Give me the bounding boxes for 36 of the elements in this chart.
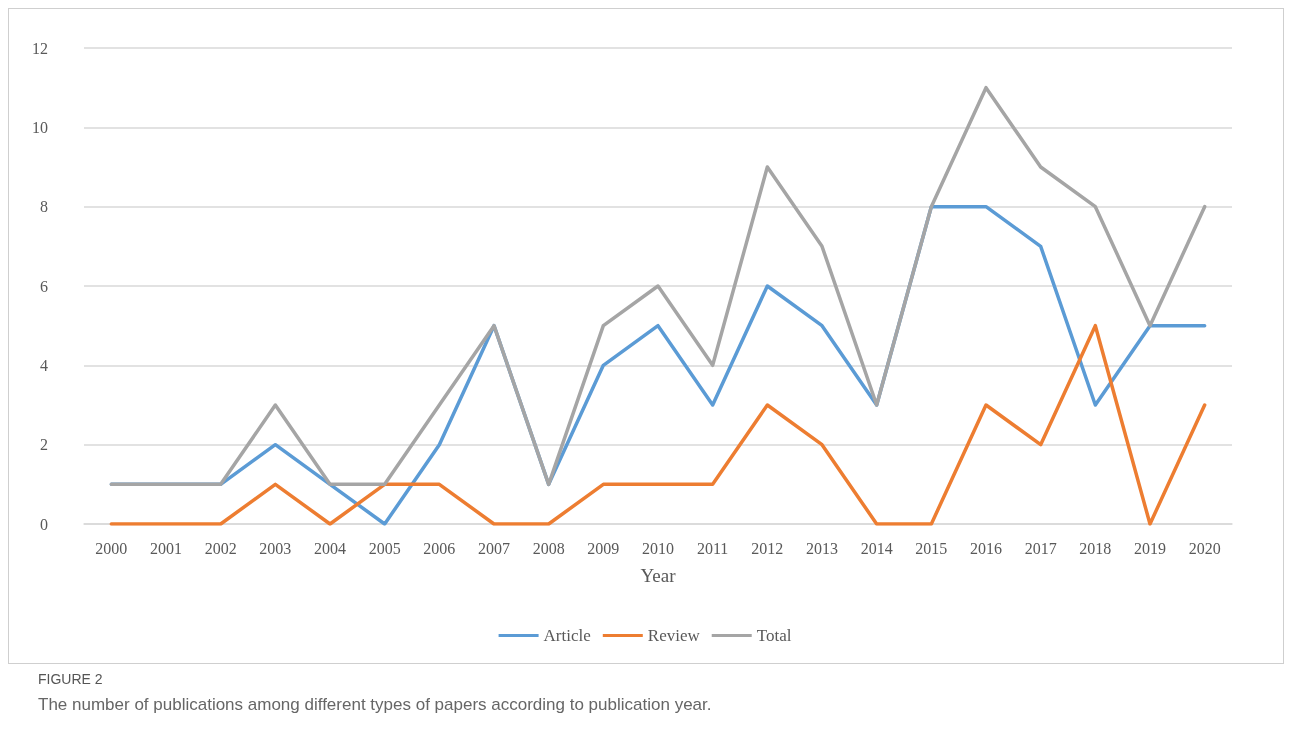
x-tick-label: 2010 — [642, 539, 674, 557]
x-tick-label: 2018 — [1079, 539, 1112, 557]
x-tick-label: 2008 — [532, 539, 565, 557]
x-tick-label: 2001 — [150, 539, 182, 557]
line-series — [109, 85, 1207, 487]
y-tick-label: 10 — [32, 118, 48, 136]
text: The number of publications among different types of papers according to publication year. — [38, 695, 712, 714]
legend-label: Article — [543, 626, 591, 645]
x-tick-label: 2020 — [1188, 539, 1221, 557]
legend-label: Total — [756, 626, 792, 645]
y-tick-label: 6 — [40, 277, 48, 295]
x-tick-label: 2016 — [970, 539, 1002, 557]
caption: FIGURE 2 — [38, 671, 103, 687]
x-tick-label: 2019 — [1134, 539, 1166, 557]
x-tick-label: 2007 — [478, 539, 510, 557]
x-tick-label: 2002 — [204, 539, 237, 557]
x-tick-label: 2017 — [1024, 539, 1057, 557]
x-tick-label: 2009 — [587, 539, 620, 557]
x-tick-label: 2013 — [806, 539, 838, 557]
line-series — [109, 323, 1207, 526]
x-tick-label: 2004 — [314, 539, 346, 557]
y-tick-label: 4 — [40, 356, 48, 374]
x-tick-label: 2006 — [423, 539, 456, 557]
x-axis-title: Year — [640, 565, 677, 586]
x-tick-label: 2015 — [915, 539, 948, 557]
x-tick-label: 2000 — [95, 539, 128, 557]
y-tick-label: 0 — [40, 515, 48, 533]
x-tick-label: 2003 — [259, 539, 292, 557]
x-tick-label: 2011 — [696, 539, 729, 557]
y-tick-label: 12 — [32, 39, 48, 57]
y-tick-label: 8 — [40, 198, 48, 216]
y-tick-label: 2 — [40, 436, 48, 454]
x-tick-label: 2005 — [368, 539, 401, 557]
x-tick-label: 2014 — [860, 539, 893, 557]
legend-label: Review — [647, 626, 701, 645]
x-tick-label: 2012 — [751, 539, 784, 557]
